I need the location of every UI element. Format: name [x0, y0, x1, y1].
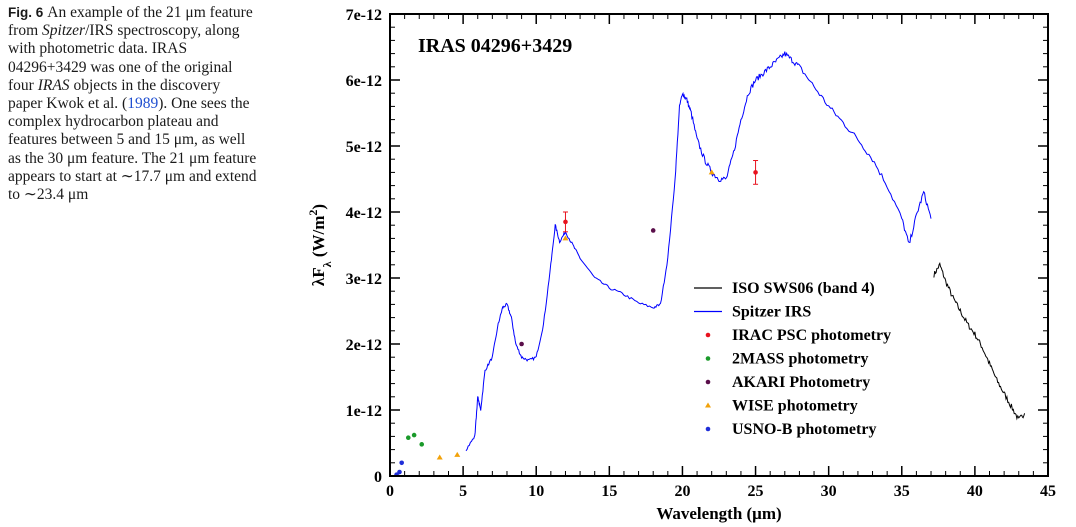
- y-title-pre: λF: [309, 267, 328, 286]
- 2mass-photometry-point: [411, 432, 417, 438]
- caption-italic: Spitzer: [42, 22, 86, 40]
- caption-segment: /IRS spectroscopy, along with photometri…: [8, 22, 240, 94]
- y-tick-label: 1e-12: [346, 403, 382, 420]
- x-tick-label: 45: [1040, 483, 1056, 500]
- x-tick-label: 35: [894, 483, 910, 500]
- akari-photometry-point: [650, 228, 656, 233]
- legend-swatch-2mass-photometry: [705, 356, 711, 361]
- citation-link[interactable]: 1989: [127, 95, 159, 113]
- legend-label-spitzer-irs: Spitzer IRS: [732, 304, 811, 321]
- legend-swatch-irac-psc-photometry: [705, 332, 711, 338]
- caption-segment: ). One sees the complex hydrocarbon plat…: [8, 95, 257, 204]
- legend-label-iso-sws06-band-4: ISO SWS06 (band 4): [732, 280, 875, 297]
- y-tick-label: 3e-12: [346, 271, 382, 288]
- figure-label: Fig. 6: [8, 5, 44, 20]
- caption-segment: objects in the discovery paper Kwok et a…: [8, 76, 221, 113]
- akari-photometry-point: [519, 341, 524, 347]
- y-tick-label: 6e-12: [346, 73, 382, 90]
- x-tick-label: 25: [748, 483, 764, 500]
- y-axis-title: λFλ (W/m2): [306, 204, 334, 286]
- wise-photometry-point: [708, 169, 715, 175]
- x-tick-label: 20: [674, 483, 690, 500]
- wise-photometry-point: [454, 451, 461, 457]
- y-tick-label: 4e-12: [346, 205, 382, 222]
- usno-b-photometry-point: [399, 460, 404, 466]
- chart-title: IRAS 04296+3429: [418, 35, 572, 57]
- x-tick-label: 30: [821, 483, 837, 500]
- iso-sws06-band-4-line: [933, 262, 1026, 421]
- wise-photometry-point: [562, 235, 569, 241]
- legend-label-akari-photometry: AKARI Photometry: [732, 374, 870, 391]
- legend-label-wise-photometry: WISE photometry: [732, 398, 858, 415]
- spitzer-irs-line: [465, 51, 932, 452]
- figure-caption: Fig. 6 An example of the 21 μm feature fr…: [8, 4, 258, 204]
- x-tick-label: 0: [386, 483, 394, 500]
- x-axis-title: Wavelength (μm): [656, 504, 781, 523]
- plot-frame: [389, 13, 1049, 477]
- y-title-post: ): [309, 204, 328, 210]
- x-tick-label: 10: [528, 483, 544, 500]
- irac-psc-photometry-point: [563, 219, 568, 225]
- wise-photometry-point: [436, 454, 443, 460]
- y-tick-label: 5e-12: [346, 139, 382, 156]
- 2mass-photometry-point: [419, 442, 425, 447]
- 2mass-photometry-point: [405, 435, 411, 441]
- x-tick-label: 40: [967, 483, 983, 500]
- legend-label-2mass-photometry: 2MASS photometry: [732, 351, 868, 368]
- y-title-mid: (W/m: [309, 216, 328, 262]
- y-tick-label: 0: [374, 469, 382, 486]
- y-title-sub: λ: [320, 261, 334, 267]
- legend: ISO SWS06 (band 4) Spitzer IRS IRAC PSC ph…: [694, 280, 891, 438]
- y-tick-label: 7e-12: [346, 7, 382, 24]
- caption-italic: IRAS: [37, 76, 70, 94]
- legend-label-usno-b-photometry: USNO-B photometry: [732, 421, 876, 438]
- x-tick-label: 15: [601, 483, 617, 500]
- x-tick-label: 5: [459, 483, 467, 500]
- irac-psc-photometry-point: [753, 170, 758, 175]
- legend-swatch-akari-photometry: [705, 379, 711, 385]
- legend-label-irac-psc-photometry: IRAC PSC photometry: [732, 327, 891, 344]
- caption-text: An example of the 21 μm feature from Spi…: [8, 4, 257, 203]
- y-tick-label: 2e-12: [346, 337, 382, 354]
- usno-b-photometry-point: [397, 469, 402, 475]
- caption-segment: An example of the 21 μm feature from: [8, 4, 253, 40]
- y-title-sup: 2: [306, 210, 320, 216]
- legend-swatch-wise-photometry: [705, 402, 711, 408]
- legend-swatch-usno-b-photometry: [705, 426, 711, 432]
